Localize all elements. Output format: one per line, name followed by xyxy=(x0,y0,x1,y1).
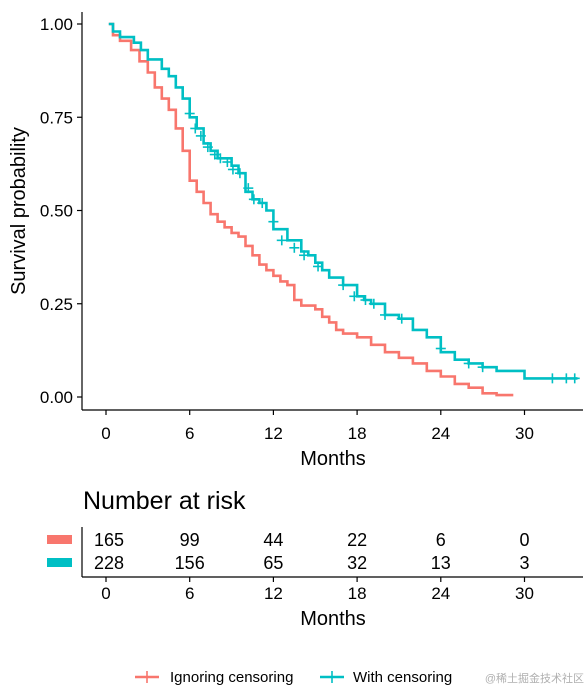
x-tick-label: 24 xyxy=(431,424,450,443)
survival-curve-with-censoring xyxy=(108,22,578,380)
y-tick-label: 1.00 xyxy=(40,15,73,34)
censor-mark xyxy=(569,373,580,384)
legend-item: Ignoring censoring xyxy=(135,669,293,686)
risk-count: 0 xyxy=(519,530,529,550)
legend-label: Ignoring censoring xyxy=(170,669,293,686)
y-tick-label: 0.75 xyxy=(40,108,73,127)
censor-mark xyxy=(289,242,300,253)
x-tick-label: 30 xyxy=(515,424,534,443)
censor-mark xyxy=(190,123,201,134)
risk-count: 13 xyxy=(431,553,451,573)
censor-mark xyxy=(338,280,349,291)
censor-mark xyxy=(215,153,226,164)
legend-label: With censoring xyxy=(353,669,452,686)
legend: Ignoring censoring With censoring xyxy=(135,669,452,686)
risk-x-tick-label: 30 xyxy=(515,584,534,603)
censor-mark xyxy=(561,373,572,384)
censor-mark xyxy=(276,235,287,246)
risk-count: 65 xyxy=(263,553,283,573)
censor-mark xyxy=(435,343,446,354)
censor-mark xyxy=(299,250,310,261)
y-tick-label: 0.00 xyxy=(40,388,73,407)
x-axis-ticks: 0 6 12 18 24 30 xyxy=(101,410,534,443)
risk-x-tick-label: 12 xyxy=(264,584,283,603)
censor-mark xyxy=(209,149,220,160)
y-tick-label: 0.50 xyxy=(40,202,73,221)
risk-count: 3 xyxy=(519,553,529,573)
censor-mark xyxy=(380,309,390,320)
censor-mark xyxy=(243,183,254,194)
survival-curves xyxy=(108,22,578,397)
censor-mark xyxy=(360,295,371,306)
censor-mark xyxy=(184,108,195,119)
risk-count: 6 xyxy=(436,530,446,550)
y-axis-title: Survival probability xyxy=(8,127,30,295)
watermark: @稀土掘金技术社区 xyxy=(485,671,584,685)
survival-curve-ignoring-censoring xyxy=(108,22,514,397)
censor-mark xyxy=(202,142,213,153)
y-tick-label: 0.25 xyxy=(40,295,73,314)
censor-marks xyxy=(184,108,580,384)
censor-mark xyxy=(396,313,407,324)
censor-mark xyxy=(222,157,233,168)
censor-mark xyxy=(463,358,474,369)
censor-mark xyxy=(257,198,268,209)
censor-mark xyxy=(268,216,279,227)
risk-table-x-ticks: 0 6 12 18 24 30 xyxy=(101,577,534,603)
risk-table-title: Number at risk xyxy=(83,487,246,515)
y-axis-ticks: 0.00 0.25 0.50 0.75 1.00 xyxy=(40,15,82,407)
x-tick-label: 12 xyxy=(264,424,283,443)
risk-count: 22 xyxy=(347,530,367,550)
censor-mark xyxy=(227,164,238,175)
censor-mark xyxy=(248,194,259,205)
censor-mark xyxy=(234,168,245,179)
risk-x-tick-label: 24 xyxy=(431,584,450,603)
risk-x-tick-label: 18 xyxy=(348,584,367,603)
censor-mark xyxy=(349,291,360,302)
risk-count: 44 xyxy=(263,530,283,550)
censor-mark xyxy=(313,261,324,272)
risk-count: 228 xyxy=(94,553,124,573)
x-tick-label: 0 xyxy=(101,424,110,443)
risk-table-x-axis-title: Months xyxy=(300,608,366,630)
risk-count: 156 xyxy=(175,553,205,573)
legend-item: With censoring xyxy=(320,669,452,686)
x-tick-label: 18 xyxy=(348,424,367,443)
risk-x-tick-label: 0 xyxy=(101,584,110,603)
risk-count: 165 xyxy=(94,530,124,550)
risk-row-color-key xyxy=(47,558,72,567)
risk-row-color-key xyxy=(47,535,72,544)
risk-table-rows: 165 99 44 22 6 0 228 156 65 32 13 3 xyxy=(47,530,530,573)
censor-mark xyxy=(477,362,488,373)
x-tick-label: 6 xyxy=(185,424,194,443)
censor-mark xyxy=(195,130,206,141)
x-axis-title: Months xyxy=(300,448,366,470)
censor-mark xyxy=(547,373,558,384)
risk-x-tick-label: 6 xyxy=(185,584,194,603)
censor-mark xyxy=(368,298,379,309)
risk-count: 32 xyxy=(347,553,367,573)
risk-count: 99 xyxy=(180,530,200,550)
survival-plot: 0.00 0.25 0.50 0.75 1.00 0 6 12 18 24 30 Months S… xyxy=(8,12,583,470)
